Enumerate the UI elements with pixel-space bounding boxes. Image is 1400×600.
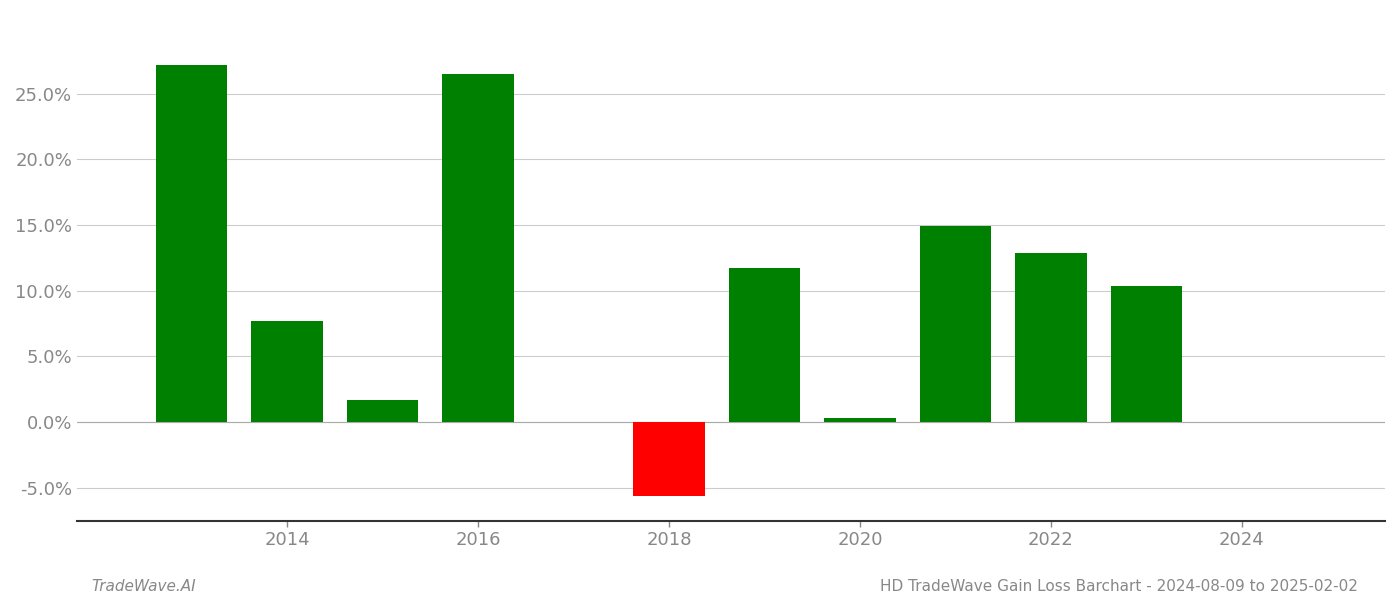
Text: TradeWave.AI: TradeWave.AI (91, 579, 196, 594)
Bar (1110, 286, 1182, 422)
Bar (347, 400, 419, 422)
Text: HD TradeWave Gain Loss Barchart - 2024-08-09 to 2025-02-02: HD TradeWave Gain Loss Barchart - 2024-0… (881, 579, 1358, 594)
Bar (633, 422, 704, 496)
Bar (728, 268, 801, 422)
Bar (825, 418, 896, 422)
Bar (251, 321, 323, 422)
Bar (442, 74, 514, 422)
Bar (920, 226, 991, 422)
Bar (155, 65, 227, 422)
Bar (1015, 253, 1086, 422)
